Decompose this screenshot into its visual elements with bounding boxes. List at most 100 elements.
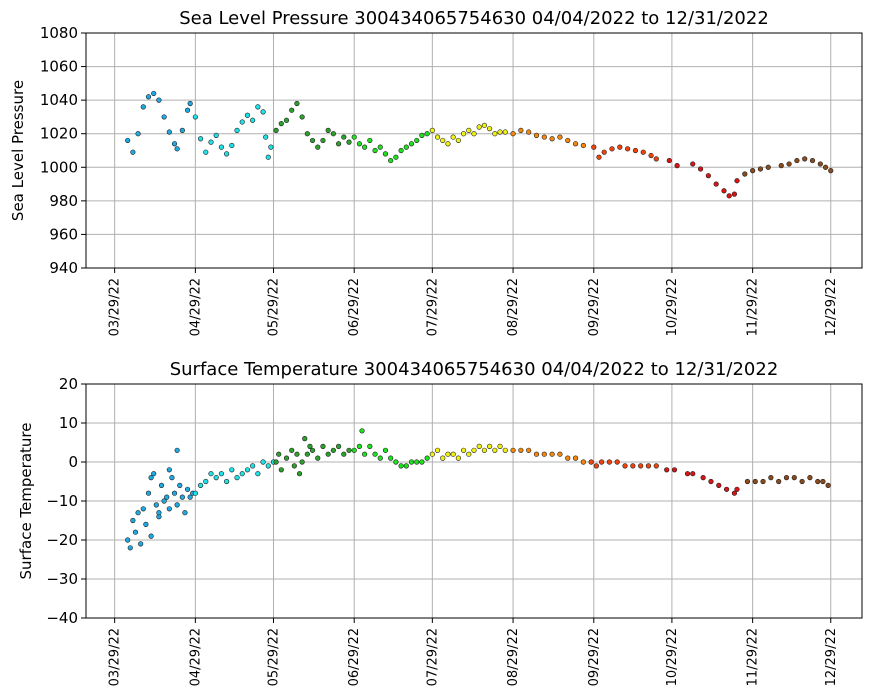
- data-point: [169, 475, 175, 481]
- data-point: [565, 455, 571, 461]
- data-point: [320, 443, 326, 450]
- data-point: [690, 161, 696, 167]
- data-point: [153, 502, 159, 508]
- data-point: [809, 157, 816, 164]
- data-point: [518, 127, 524, 133]
- data-point: [481, 447, 488, 453]
- data-point: [213, 132, 219, 138]
- data-point: [151, 471, 157, 477]
- y-tick-label: 980: [49, 192, 78, 210]
- data-point: [393, 459, 399, 465]
- data-point: [752, 478, 758, 485]
- data-point: [260, 109, 266, 115]
- data-point: [526, 447, 532, 453]
- series-august: [429, 122, 508, 147]
- data-point: [760, 478, 766, 485]
- data-point: [255, 471, 261, 477]
- data-point: [666, 157, 672, 164]
- y-tick-label: −30: [46, 570, 78, 588]
- data-point: [359, 428, 365, 434]
- data-point: [294, 451, 300, 457]
- data-point: [638, 463, 644, 469]
- data-point: [346, 447, 352, 453]
- data-point: [203, 478, 209, 485]
- data-point: [440, 455, 446, 461]
- data-point: [179, 127, 185, 133]
- data-point: [330, 131, 336, 137]
- data-point: [244, 112, 251, 118]
- data-point: [731, 191, 738, 197]
- series-october: [591, 144, 659, 162]
- data-point: [674, 163, 680, 169]
- data-point: [325, 451, 331, 457]
- data-point: [140, 506, 146, 512]
- data-point: [609, 146, 615, 152]
- data-point: [276, 451, 282, 457]
- data-point: [557, 451, 563, 457]
- data-point: [625, 146, 631, 152]
- data-point: [197, 482, 204, 489]
- data-point: [184, 107, 191, 113]
- data-point: [492, 447, 498, 453]
- data-point: [429, 451, 435, 457]
- data-point: [460, 131, 467, 137]
- data-point: [434, 447, 441, 453]
- data-point: [640, 149, 646, 155]
- y-tick-label: −10: [46, 492, 78, 510]
- data-point: [388, 455, 394, 461]
- data-point: [125, 537, 131, 543]
- data-point: [382, 447, 389, 453]
- series-june: [273, 100, 352, 150]
- data-point: [497, 129, 503, 135]
- data-point: [171, 490, 178, 496]
- data-point: [697, 166, 704, 172]
- data-point: [765, 164, 771, 170]
- data-point: [377, 455, 383, 461]
- x-tick-label: 10/29/22: [665, 628, 680, 686]
- data-point: [802, 156, 808, 162]
- y-axis-label: Surface Temperature: [17, 423, 35, 580]
- data-point: [705, 173, 711, 179]
- data-point: [135, 131, 141, 137]
- data-point: [408, 141, 415, 147]
- data-point: [166, 506, 172, 512]
- data-point: [250, 117, 256, 123]
- data-point: [822, 164, 829, 170]
- data-point: [341, 451, 347, 457]
- chart-title: Surface Temperature 300434065754630 04/0…: [170, 359, 779, 380]
- series-september: [510, 447, 586, 465]
- x-tick-label: 11/29/22: [746, 628, 761, 686]
- data-point: [177, 482, 183, 489]
- data-point: [130, 517, 136, 524]
- data-point: [533, 132, 540, 138]
- data-point: [807, 475, 813, 481]
- data-point: [229, 467, 235, 473]
- data-point: [289, 107, 295, 113]
- data-point: [645, 463, 652, 469]
- data-point: [533, 451, 540, 457]
- data-point: [125, 137, 131, 144]
- x-tick-label: 05/29/22: [266, 628, 281, 686]
- data-point: [145, 490, 152, 496]
- series-july: [351, 131, 430, 164]
- data-point: [723, 486, 730, 492]
- y-tick-label: 1080: [40, 24, 78, 42]
- data-point: [187, 494, 193, 500]
- data-point: [398, 147, 404, 154]
- data-point: [757, 166, 764, 172]
- x-tick-label: 09/29/22: [587, 278, 602, 336]
- data-point: [166, 467, 172, 473]
- data-point: [716, 482, 722, 489]
- data-point: [299, 114, 305, 120]
- data-point: [265, 154, 271, 160]
- data-point: [224, 151, 230, 157]
- data-point: [330, 447, 336, 453]
- data-point: [817, 161, 823, 167]
- data-point: [158, 482, 165, 489]
- data-point: [278, 467, 284, 473]
- data-point: [721, 188, 727, 194]
- data-point: [460, 447, 467, 453]
- data-point: [596, 154, 602, 160]
- data-point: [794, 157, 800, 164]
- data-point: [778, 163, 784, 169]
